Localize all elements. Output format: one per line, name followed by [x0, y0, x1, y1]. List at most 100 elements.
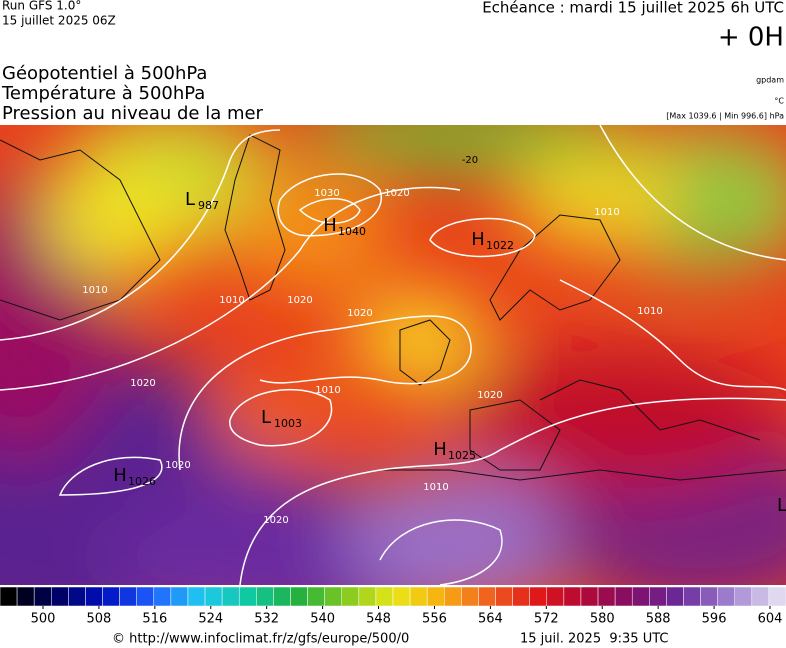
colorbar-swatch [187, 586, 206, 607]
center-value: 1040 [338, 225, 366, 238]
field [0, 125, 786, 585]
title-line: Géopotentiel à 500hPa [2, 63, 207, 84]
colorbar-swatch [358, 586, 377, 607]
unit-label: °C [774, 97, 784, 106]
center-letter: L [777, 495, 786, 516]
isobar-label: 1020 [477, 390, 502, 401]
colorbar-swatch [495, 586, 513, 607]
colorbar-swatch [734, 586, 753, 607]
center-value: 1026 [128, 475, 156, 488]
colorbar-swatch [563, 586, 582, 607]
colorbar-swatch [717, 586, 735, 607]
center-letter: H [433, 439, 447, 460]
isobar-label: 1020 [130, 378, 155, 389]
colorbar-label: 580 [590, 612, 615, 627]
colorbar-label: 572 [534, 612, 559, 627]
colorbar-swatch [546, 586, 565, 607]
colorbar-swatch [136, 586, 155, 607]
colorbar-swatch [580, 586, 599, 607]
colorbar-swatch [614, 586, 633, 607]
valid-time: Echéance : mardi 15 juillet 2025 6h UTC [482, 0, 784, 17]
footer-source: © http://www.infoclimat.fr/z/gfs/europe/… [112, 632, 409, 647]
colorbar-swatch [392, 586, 411, 607]
colorbar-label: 596 [702, 612, 727, 627]
temperature-label: -20 [462, 155, 478, 166]
center-value: 1003 [274, 417, 302, 430]
colorbar-label: 500 [31, 612, 56, 627]
colorbar-label: 604 [758, 612, 783, 627]
isobar-label: 1010 [594, 207, 619, 218]
colorbar-swatch [444, 586, 462, 607]
colorbar: 500 508 516 524 532 540 548 556 564 572 580 588 596 6… [0, 586, 786, 627]
center-letter: L [261, 407, 271, 428]
colorbar-swatch [273, 586, 291, 607]
colorbar-swatch [512, 586, 530, 607]
run-date: 15 juillet 2025 06Z [2, 14, 116, 28]
colorbar-swatch [751, 586, 770, 607]
isobar-label: 1010 [219, 295, 244, 306]
isobar-label: 1020 [263, 515, 288, 526]
unit-label: gpdam [756, 76, 784, 85]
center-value: 1025 [448, 449, 476, 462]
colorbar-swatch [409, 586, 428, 607]
colorbar-swatch [324, 586, 342, 607]
colorbar-swatch [307, 586, 325, 607]
isobar-labels: 1030 1020 1010 1010 1010 1020 1010 1010 1020 1020… [82, 188, 662, 526]
isobar-label: 1010 [423, 482, 448, 493]
isobar-label: 1010 [315, 385, 340, 396]
isobar-label: 1020 [384, 188, 409, 199]
colorbar-swatch [85, 586, 103, 607]
colorbar-swatch [204, 586, 223, 607]
center-letter: H [113, 465, 127, 486]
title-line: Température à 500hPa [1, 83, 205, 104]
colorbar-swatch [700, 586, 718, 607]
isobar-label: 1020 [287, 295, 312, 306]
colorbar-swatch [33, 586, 52, 607]
center-letter: H [323, 215, 337, 236]
colorbar-swatch [461, 586, 479, 607]
colorbar-label: 516 [142, 612, 167, 627]
colorbar-swatch [119, 586, 137, 607]
colorbar-label: 556 [422, 612, 447, 627]
colorbar-swatch [426, 586, 445, 607]
colorbar-swatch [0, 586, 18, 607]
colorbar-label: 508 [87, 612, 112, 627]
colorbar-swatch [153, 586, 172, 607]
isobar-label: 1010 [82, 285, 107, 296]
center-letter: L [185, 189, 195, 210]
colorbar-swatch [238, 586, 257, 607]
isobar-label: 1020 [165, 460, 190, 471]
colorbar-swatch [666, 586, 684, 607]
colorbar-label: 564 [478, 612, 503, 627]
footer-date: 15 juil. 2025 9:35 UTC [520, 632, 668, 647]
title-line: Pression au niveau de la mer [2, 103, 264, 124]
center-value: 1022 [486, 239, 514, 252]
center-letter: H [471, 229, 485, 250]
colorbar-swatch [16, 586, 35, 607]
colorbar-label: 588 [646, 612, 671, 627]
run-label: Run GFS 1.0° [2, 0, 81, 13]
colorbar-label: 524 [198, 612, 223, 627]
center-value: 987 [198, 199, 219, 212]
colorbar-swatch [683, 586, 701, 607]
colorbar-swatch [51, 586, 69, 607]
colorbar-swatch [256, 586, 274, 607]
colorbar-swatch [170, 586, 189, 607]
colorbar-swatch [478, 586, 496, 607]
colorbar-swatch [631, 586, 650, 607]
colorbar-swatch [529, 586, 548, 607]
colorbar-swatch [68, 586, 86, 607]
colorbar-label: 548 [366, 612, 391, 627]
colorbar-swatch [768, 586, 786, 607]
colorbar-label: 540 [310, 612, 335, 627]
isobar-label: 1030 [314, 188, 339, 199]
isobar-label: 1010 [637, 306, 662, 317]
colorbar-label: 532 [254, 612, 279, 627]
colorbar-swatch [649, 586, 667, 607]
isobars [0, 125, 786, 585]
lead-time: + 0H [718, 23, 784, 53]
colorbar-swatch [290, 586, 308, 607]
